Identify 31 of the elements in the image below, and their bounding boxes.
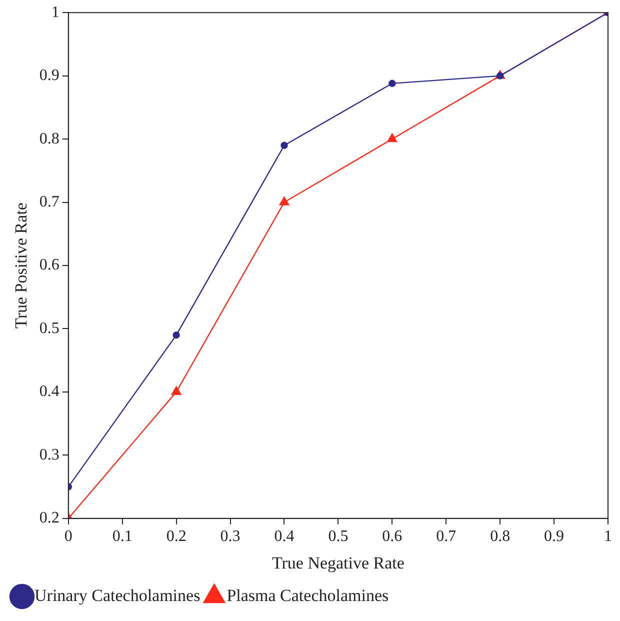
y-tick-label: 0.7 [39, 193, 60, 210]
x-axis-title: True Negative Rate [272, 553, 404, 572]
x-tick-label: 0.1 [112, 528, 132, 546]
x-tick-label: 0.5 [328, 528, 348, 546]
y-tick-label: 0.9 [39, 67, 60, 84]
point [279, 196, 290, 206]
y-axis-title: True Positive Rate [12, 202, 31, 328]
point [387, 133, 398, 142]
x-tick-label: 0 [64, 528, 72, 546]
x-tick-label: 0.9 [544, 528, 564, 546]
legend-label: Urinary Catecholamines [34, 586, 200, 605]
legend-label: Plasma Catecholamines [226, 586, 389, 605]
y-tick-label: 0.8 [39, 130, 60, 148]
x-tick-label: 0.6 [382, 528, 402, 546]
x-tick-label: 0.8 [490, 528, 510, 546]
point [496, 72, 504, 80]
x-tick-label: 0.4 [274, 528, 294, 546]
x-tick-label: 0.7 [436, 528, 456, 546]
y-tick-label: 0.6 [39, 256, 60, 274]
y-tick-label: 0.3 [39, 446, 60, 464]
y-tick-label: 1 [51, 4, 60, 21]
x-tick-label: 1 [604, 528, 612, 546]
point [280, 142, 288, 149]
x-tick-label: 0.2 [166, 528, 186, 546]
x-tick-label: 0.3 [220, 528, 240, 546]
y-tick-label: 0.2 [39, 510, 60, 527]
point [388, 80, 396, 88]
y-tick-label: 0.5 [39, 320, 60, 337]
point [171, 386, 182, 396]
y-tick-label: 0.4 [39, 383, 60, 400]
point [172, 331, 180, 339]
